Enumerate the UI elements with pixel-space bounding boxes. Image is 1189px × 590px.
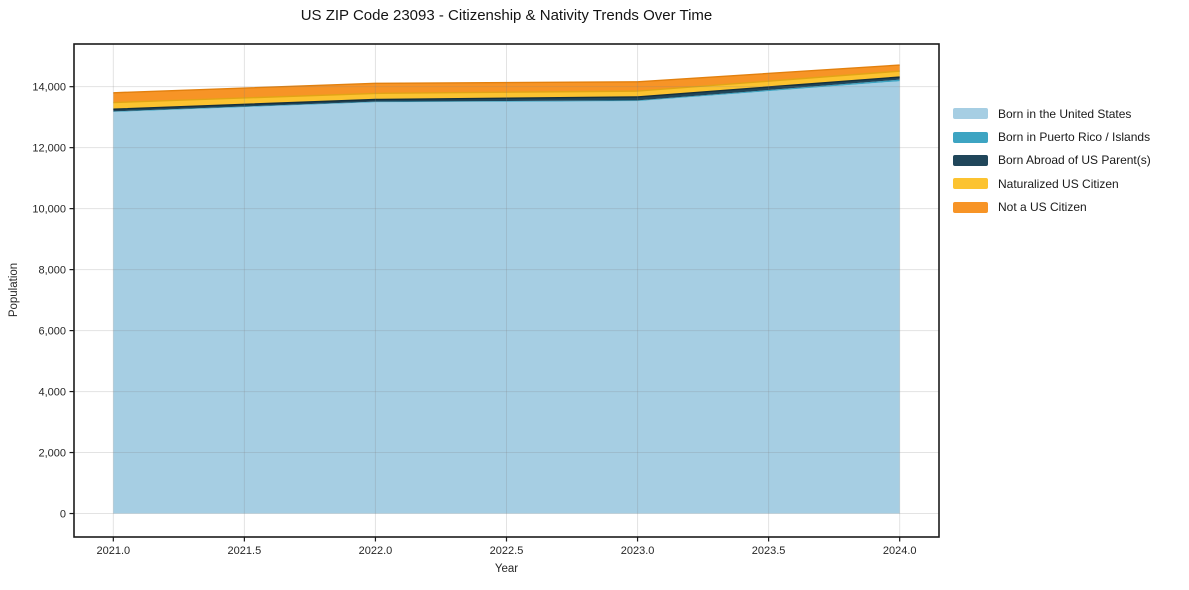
y-tick-label: 2,000: [38, 448, 66, 460]
legend-item-label: Not a US Citizen: [998, 200, 1087, 215]
legend-item-label: Naturalized US Citizen: [998, 176, 1119, 191]
legend-item-3: Naturalized US Citizen: [953, 172, 1151, 195]
area-edge-2: [113, 76, 900, 110]
x-tick-label: 2024.0: [883, 545, 917, 557]
area-series-1: [113, 79, 900, 112]
legend-swatch: [953, 178, 988, 190]
area-series-3: [113, 71, 900, 110]
legend-item-label: Born in the United States: [998, 106, 1132, 121]
y-tick-label: 6,000: [38, 326, 66, 338]
legend-item-4: Not a US Citizen: [953, 196, 1151, 219]
legend-swatch: [953, 154, 988, 166]
y-tick-label: 4,000: [38, 387, 66, 399]
legend-item-2: Born Abroad of US Parent(s): [953, 149, 1151, 172]
legend: Born in the United States Born in Puerto …: [953, 102, 1151, 219]
y-tick-label: 0: [60, 509, 66, 521]
x-tick-label: 2023.0: [621, 545, 655, 557]
legend-swatch: [953, 131, 988, 143]
area-series-2: [113, 77, 900, 112]
chart-title: US ZIP Code 23093 - Citizenship & Nativi…: [300, 7, 713, 24]
x-tick-label: 2022.5: [490, 545, 524, 557]
y-tick-label: 10,000: [32, 204, 66, 216]
x-tick-label: 2021.0: [96, 545, 130, 557]
x-axis-label: Year: [494, 563, 519, 575]
area-edge-4: [113, 64, 900, 94]
area-series-0: [113, 81, 900, 514]
area-series-4: [113, 65, 900, 103]
x-tick-label: 2023.5: [752, 545, 786, 557]
legend-swatch: [953, 108, 988, 120]
legend-item-label: Born in Puerto Rico / Islands: [998, 130, 1151, 145]
legend-item-0: Born in the United States: [953, 102, 1151, 125]
y-tick-label: 14,000: [32, 82, 66, 94]
y-tick-label: 8,000: [38, 265, 66, 277]
legend-item-label: Born Abroad of US Parent(s): [998, 153, 1151, 168]
legend-swatch: [953, 201, 988, 213]
y-tick-label: 12,000: [32, 143, 66, 155]
x-tick-label: 2021.5: [228, 545, 262, 557]
area-edge-3: [113, 70, 900, 104]
legend-item-1: Born in Puerto Rico / Islands: [953, 125, 1151, 148]
x-tick-label: 2022.0: [359, 545, 393, 557]
